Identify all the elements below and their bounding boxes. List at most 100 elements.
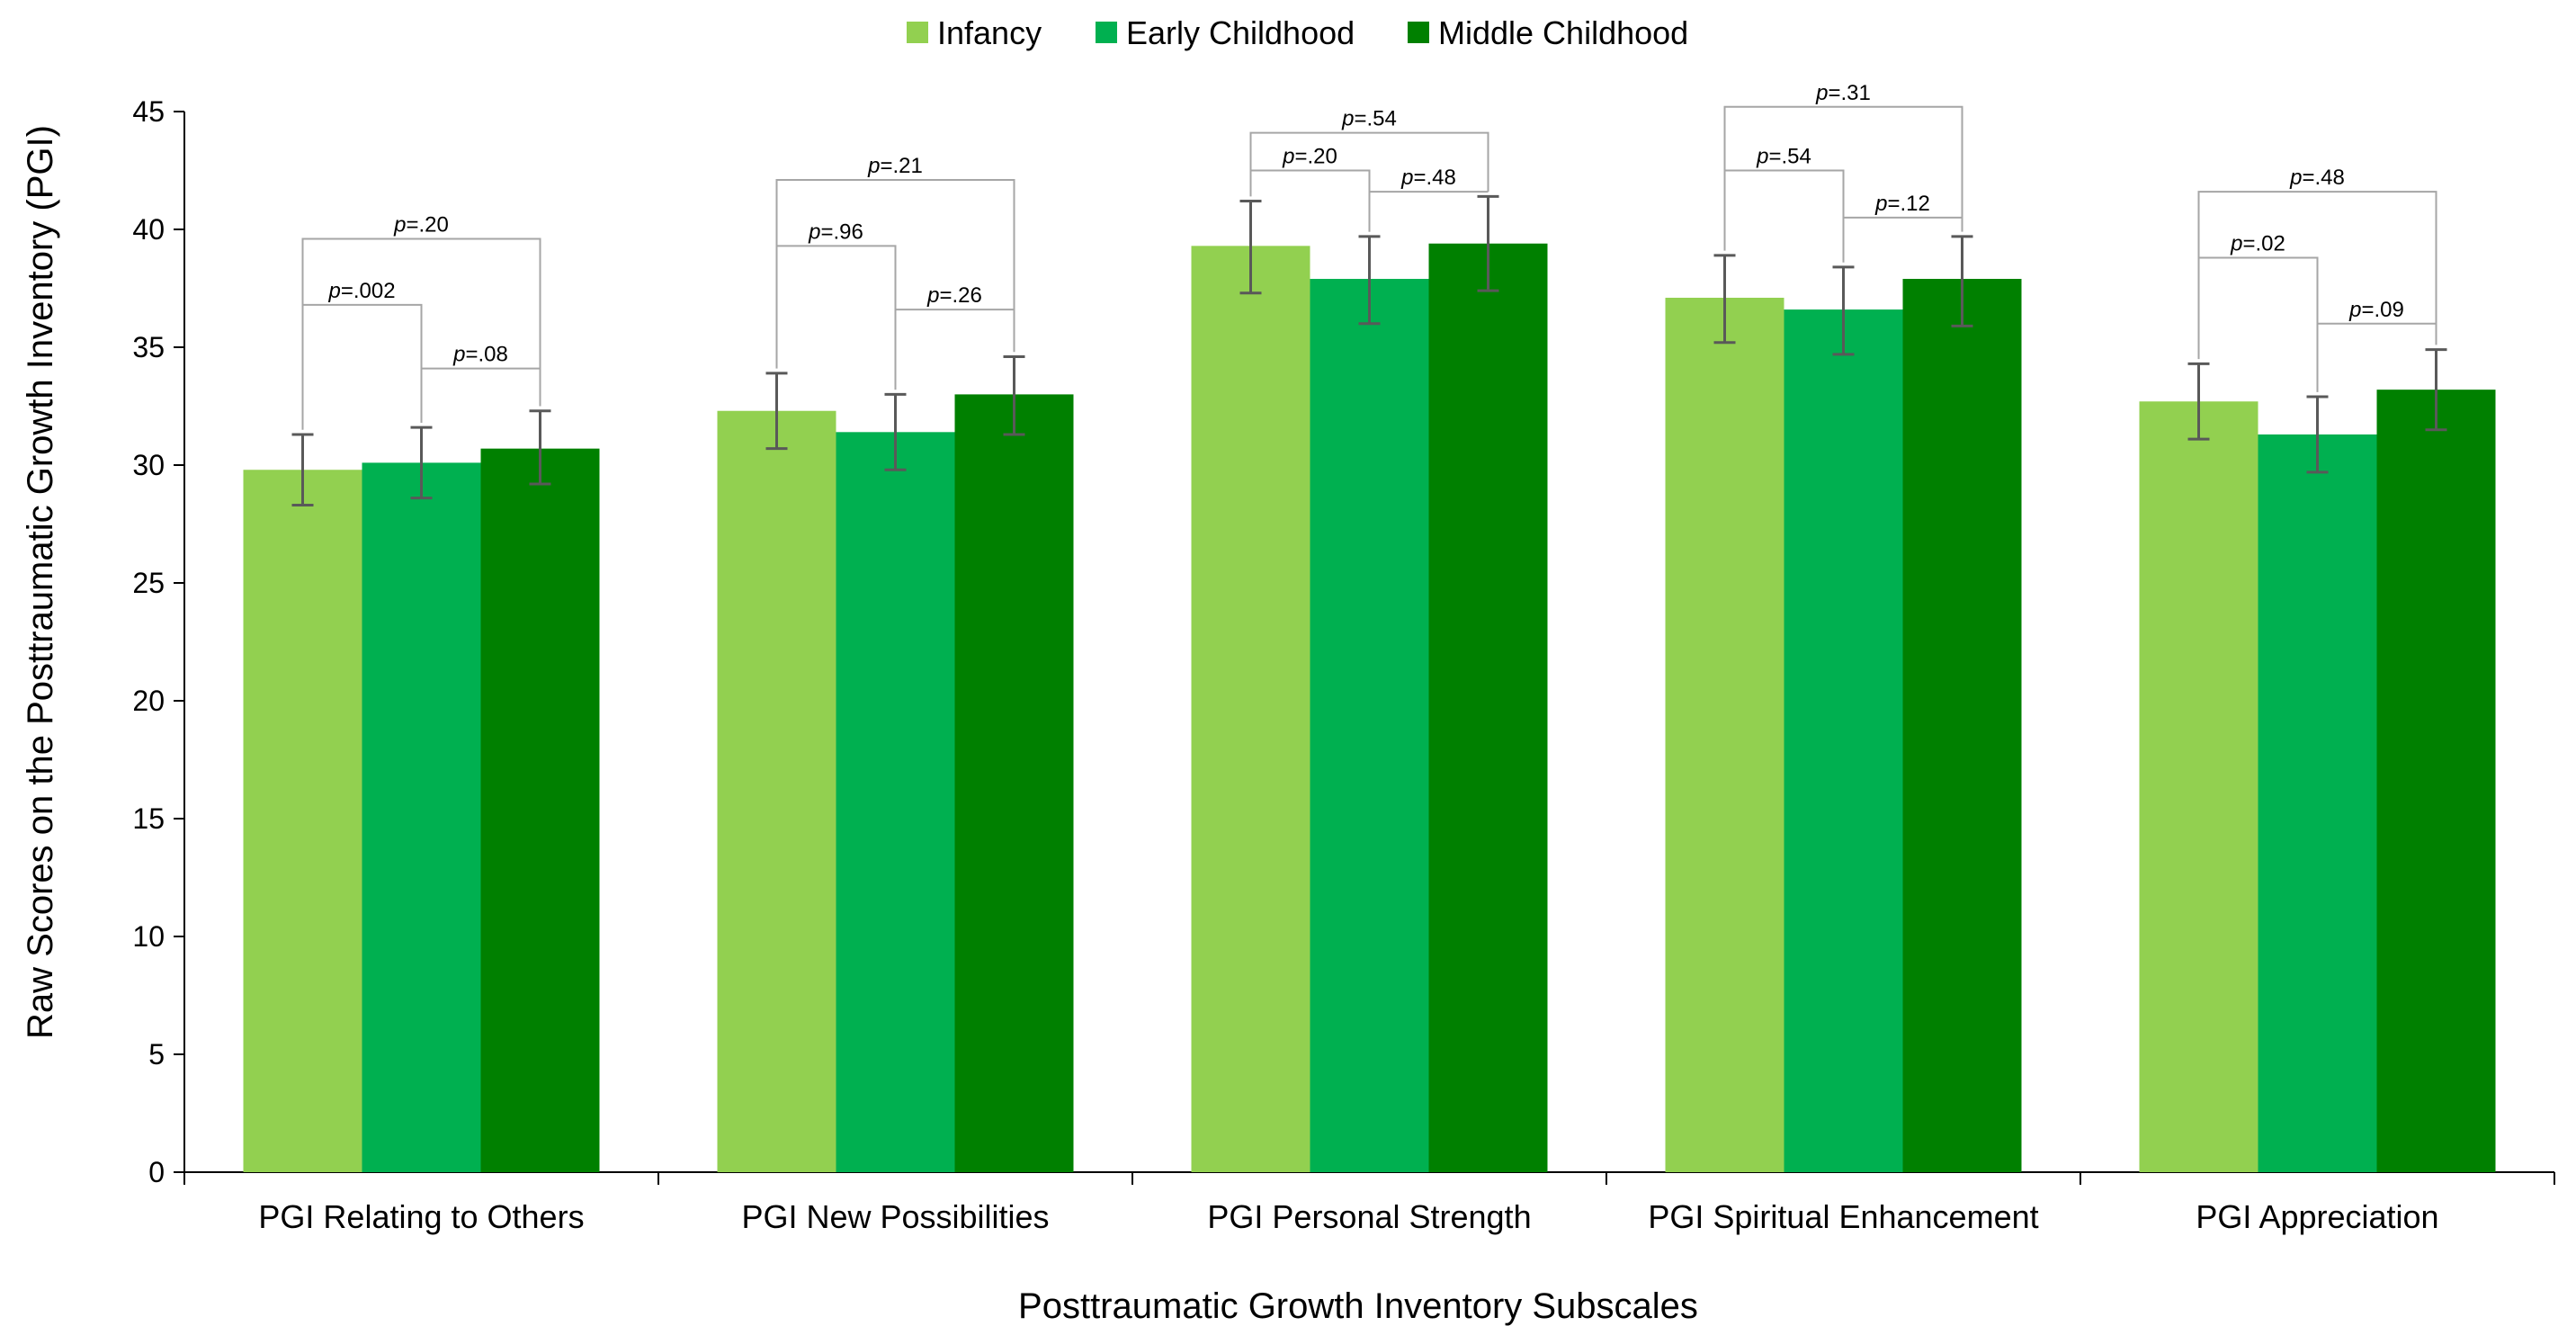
p-symbol: p bbox=[2230, 231, 2242, 255]
p-value: .54 bbox=[1367, 107, 1397, 131]
significance-bracket bbox=[1368, 191, 1489, 232]
category-label: PGI Personal Strength bbox=[1207, 1198, 1531, 1235]
p-symbol: p bbox=[1341, 107, 1354, 131]
p-equals: = bbox=[1828, 81, 1840, 105]
p-equals: = bbox=[406, 212, 418, 237]
bar bbox=[1310, 279, 1429, 1172]
p-value: .002 bbox=[353, 279, 396, 303]
error-bars bbox=[291, 194, 2447, 507]
bar bbox=[1191, 246, 1310, 1173]
bar bbox=[1665, 297, 1784, 1173]
p-equals: = bbox=[341, 279, 353, 303]
bars bbox=[243, 243, 2496, 1173]
p-symbol: p bbox=[1756, 145, 1768, 169]
p-equals: = bbox=[1294, 145, 1307, 169]
bar bbox=[2139, 401, 2258, 1172]
bar bbox=[836, 432, 955, 1172]
p-value-label: p=.09 bbox=[2348, 298, 2404, 322]
p-symbol: p bbox=[867, 154, 880, 178]
significance-bracket bbox=[1249, 131, 1489, 193]
p-value-label: p=.20 bbox=[1282, 145, 1337, 169]
bar bbox=[1428, 243, 1548, 1173]
p-equals: = bbox=[2361, 298, 2374, 322]
significance-bracket bbox=[2197, 256, 2319, 392]
y-tick-label: 10 bbox=[132, 920, 165, 953]
p-value-label: p=.54 bbox=[1341, 107, 1397, 131]
p-value-label: p=.002 bbox=[327, 279, 395, 303]
y-tick-label: 45 bbox=[132, 95, 165, 128]
y-tick-label: 25 bbox=[132, 567, 165, 599]
bar bbox=[1902, 279, 2022, 1172]
x-axis-title: Posttraumatic Growth Inventory Subscales bbox=[1018, 1286, 1698, 1326]
y-tick-label: 0 bbox=[148, 1156, 165, 1188]
significance-bracket bbox=[420, 367, 541, 423]
y-tick-label: 40 bbox=[132, 213, 165, 246]
bar bbox=[362, 462, 481, 1172]
y-tick-label: 35 bbox=[132, 331, 165, 363]
significance-bracket bbox=[775, 245, 897, 390]
significance-bracket bbox=[2197, 191, 2437, 324]
p-value-label: p=.48 bbox=[1400, 166, 1456, 190]
bar bbox=[717, 410, 836, 1172]
significance-bracket bbox=[1249, 169, 1371, 232]
y-tick-label: 5 bbox=[148, 1038, 165, 1071]
p-equals: = bbox=[820, 220, 833, 244]
p-equals: = bbox=[939, 283, 952, 308]
p-symbol: p bbox=[452, 343, 465, 367]
p-value-label: p=.12 bbox=[1874, 192, 1930, 216]
y-tick-label: 20 bbox=[132, 685, 165, 717]
p-value: .48 bbox=[1427, 166, 1456, 190]
legend-swatch bbox=[907, 22, 928, 43]
significance-bracket bbox=[894, 309, 1015, 390]
legend-label: Infancy bbox=[937, 14, 1042, 51]
significance-bracket bbox=[301, 303, 423, 430]
p-value: .08 bbox=[479, 343, 508, 367]
p-value-label: p=.31 bbox=[1815, 81, 1871, 105]
legend-swatch bbox=[1408, 22, 1429, 43]
significance-bracket bbox=[1723, 105, 1963, 218]
significance-bracket bbox=[1723, 169, 1845, 263]
p-value-label: p=.96 bbox=[808, 220, 863, 244]
p-symbol: p bbox=[1815, 81, 1828, 105]
category-label: PGI Spiritual Enhancement bbox=[1648, 1198, 2038, 1235]
p-value: .20 bbox=[1308, 145, 1337, 169]
p-symbol: p bbox=[1282, 145, 1294, 169]
p-symbol: p bbox=[2348, 298, 2361, 322]
p-symbol: p bbox=[1400, 166, 1413, 190]
p-equals: = bbox=[880, 154, 892, 178]
category-label: PGI New Possibilities bbox=[741, 1198, 1049, 1235]
p-symbol: p bbox=[2289, 166, 2302, 190]
y-axis-title: Raw Scores on the Posttraumatic Growth I… bbox=[21, 125, 60, 1039]
p-equals: = bbox=[1413, 166, 1426, 190]
p-symbol: p bbox=[327, 279, 340, 303]
p-value: .09 bbox=[2375, 298, 2404, 322]
bar bbox=[954, 394, 1074, 1172]
p-value-label: p=.20 bbox=[393, 212, 449, 237]
p-value: .54 bbox=[1782, 145, 1811, 169]
p-value-label: p=.26 bbox=[926, 283, 982, 308]
y-tick-label: 15 bbox=[132, 802, 165, 835]
category-label: PGI Appreciation bbox=[2196, 1198, 2438, 1235]
y-tick-label: 30 bbox=[132, 449, 165, 481]
p-symbol: p bbox=[808, 220, 820, 244]
p-value: .20 bbox=[419, 212, 449, 237]
p-value-label: p=.54 bbox=[1756, 145, 1811, 169]
y-axis: 0 5 10 15 20 25 30 35 40 45 bbox=[132, 95, 185, 1188]
significance-bracket bbox=[1842, 216, 1963, 263]
bar bbox=[2258, 434, 2377, 1172]
p-value-label: p=.02 bbox=[2230, 231, 2285, 255]
p-equals: = bbox=[1768, 145, 1781, 169]
p-value: .21 bbox=[893, 154, 923, 178]
bar bbox=[1784, 309, 1903, 1173]
p-equals: = bbox=[2302, 166, 2314, 190]
p-value-label: p=.48 bbox=[2289, 166, 2345, 190]
p-value: .31 bbox=[1841, 81, 1871, 105]
p-symbol: p bbox=[393, 212, 406, 237]
legend-swatch bbox=[1096, 22, 1117, 43]
bar bbox=[2376, 390, 2496, 1172]
p-value: .12 bbox=[1901, 192, 1930, 216]
p-equals: = bbox=[1887, 192, 1900, 216]
significance-bracket bbox=[301, 237, 541, 369]
p-value: .26 bbox=[953, 283, 982, 308]
